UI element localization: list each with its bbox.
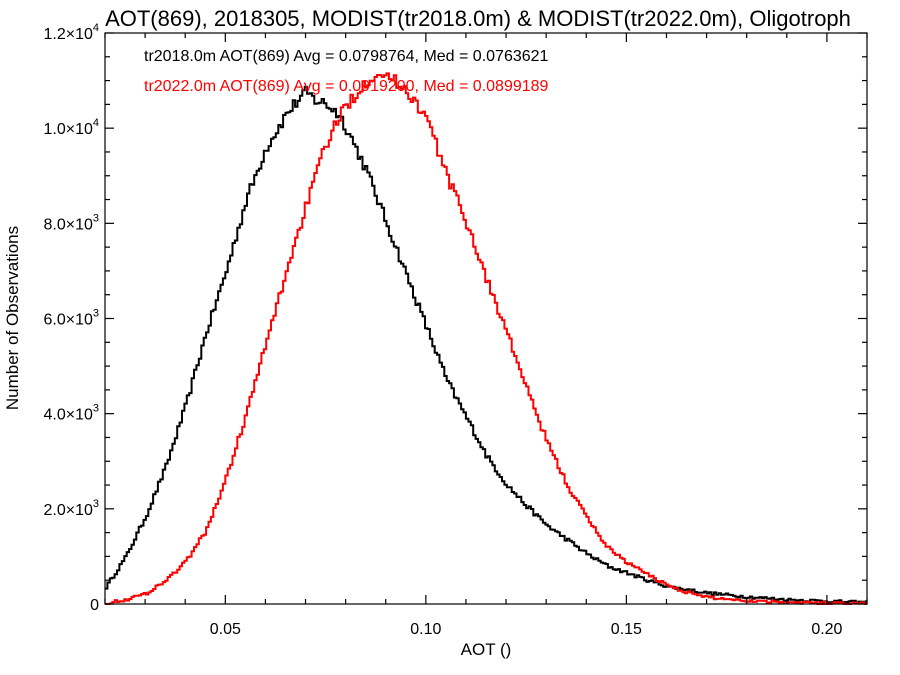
- annotation-tr2018: tr2018.0m AOT(869) Avg = 0.0798764, Med …: [144, 48, 549, 65]
- y-tick-label: 1.0×104: [43, 117, 99, 138]
- y-axis-ticks: 0 2.0×103 4.0×103 6.0×103 8.0×103 1.0×104 1.2×…: [43, 22, 867, 614]
- y-tick-label: 4.0×103: [43, 403, 99, 424]
- plot-frame: [104, 32, 868, 605]
- y-tick-label: 1.2×104: [43, 22, 99, 43]
- x-tick-label: 0.20: [811, 621, 842, 638]
- y-tick-label: 8.0×103: [43, 212, 99, 233]
- annotation-tr2022: tr2022.0m AOT(869) Avg = 0.0919200, Med …: [144, 78, 549, 95]
- chart-title: AOT(869), 2018305, MODIST(tr2018.0m) & M…: [105, 6, 851, 31]
- x-axis-ticks: 0.05 0.10 0.15 0.20: [104, 33, 868, 638]
- x-tick-label: 0.10: [410, 621, 441, 638]
- y-tick-label: 0: [90, 597, 99, 614]
- x-axis-label: AOT (): [461, 640, 512, 659]
- series-line-1: [105, 72, 867, 605]
- series-layer: [105, 72, 867, 605]
- series-line-0: [105, 85, 867, 605]
- x-tick-label: 0.15: [611, 621, 642, 638]
- y-tick-label: 6.0×103: [43, 308, 99, 329]
- x-tick-label: 0.05: [210, 621, 241, 638]
- y-tick-label: 2.0×103: [43, 498, 99, 519]
- y-axis-label: Number of Observations: [3, 226, 22, 410]
